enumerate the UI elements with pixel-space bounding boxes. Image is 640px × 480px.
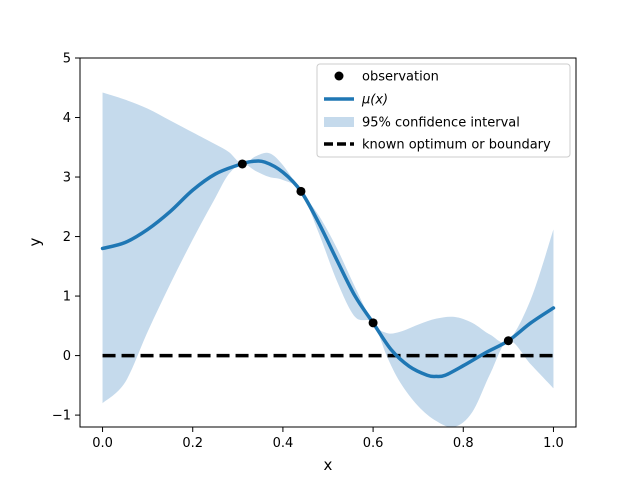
x-tick-label: 0.8 xyxy=(453,436,474,451)
legend-box xyxy=(316,63,571,158)
y-tick-label: 3 xyxy=(63,171,71,186)
x-tick-label: 0.0 xyxy=(92,436,113,451)
y-tick-label: −1 xyxy=(52,409,71,424)
x-tick-label: 0.6 xyxy=(363,436,384,451)
x-axis-label: x xyxy=(324,456,333,474)
x-tick-label: 0.4 xyxy=(273,436,294,451)
observation-point xyxy=(237,159,247,169)
legend-label-boundary: known optimum or boundary xyxy=(362,138,551,153)
y-tick-label: 1 xyxy=(63,290,71,305)
legend-patch-ci xyxy=(324,117,354,127)
plot-clipped-group xyxy=(100,92,556,427)
y-tick-label: 5 xyxy=(63,52,71,67)
legend: observation μ(x) 95% confidence interval kn… xyxy=(316,63,571,158)
y-tick-label: 4 xyxy=(63,111,71,126)
axes: 0.0 0.2 0.4 0.6 0.8 1.0 −1 0 1 2 3 4 5 xyxy=(52,52,577,451)
legend-label-observation: observation xyxy=(362,70,439,85)
observation-point xyxy=(368,318,378,328)
x-tick-label: 1.0 xyxy=(543,436,564,451)
mean-line xyxy=(100,159,556,379)
y-axis-label: y xyxy=(26,237,44,246)
confidence-band xyxy=(102,92,554,427)
observation-point xyxy=(296,186,306,196)
observation-point xyxy=(503,336,513,346)
plot-area xyxy=(100,92,556,427)
y-tick-label: 0 xyxy=(63,349,71,364)
axes-frame xyxy=(79,57,577,428)
legend-marker-observation xyxy=(334,71,344,81)
legend-label-mean: μ(x) xyxy=(361,93,388,108)
legend-label-ci: 95% confidence interval xyxy=(362,116,520,131)
x-tick-label: 0.2 xyxy=(182,436,203,451)
y-tick-label: 2 xyxy=(63,230,71,245)
